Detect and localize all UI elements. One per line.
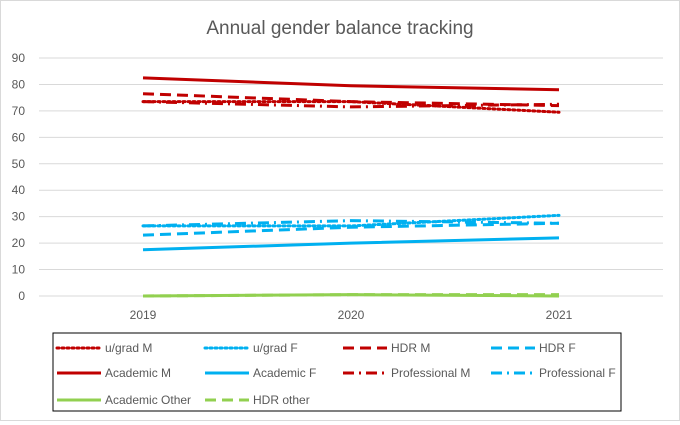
legend-label-6: Professional M [391, 366, 470, 380]
y-tick-label: 70 [12, 104, 26, 118]
chart-title: Annual gender balance tracking [206, 18, 473, 39]
y-tick-label: 40 [12, 183, 26, 197]
y-tick-label: 50 [12, 157, 26, 171]
y-tick-label: 80 [12, 77, 26, 91]
y-axis-ticks: 0 10 20 30 40 50 60 70 80 90 [12, 51, 26, 303]
x-tick-label: 2021 [546, 308, 573, 322]
series-line-9 [142, 293, 559, 298]
legend: u/grad M u/grad F HDR M HDR F Academic M Acad… [52, 332, 622, 412]
legend-label-4: Academic M [105, 366, 171, 380]
series-line-3 [142, 221, 560, 237]
series-line-5 [142, 236, 560, 252]
series-line-7 [142, 219, 560, 228]
series-lines [141, 76, 561, 298]
y-tick-label: 60 [12, 130, 26, 144]
x-tick-label: 2020 [338, 308, 365, 322]
series-line-4 [142, 76, 560, 92]
legend-label-5: Academic F [253, 366, 316, 380]
legend-label-7: Professional F [539, 366, 616, 380]
legend-label-2: HDR M [391, 341, 430, 355]
legend-label-9: HDR other [253, 393, 310, 407]
legend-box [52, 332, 622, 412]
x-tick-label: 2019 [130, 308, 157, 322]
legend-label-0: u/grad M [105, 341, 152, 355]
y-tick-label: 90 [12, 51, 26, 65]
y-tick-label: 0 [18, 289, 25, 303]
series-line-6 [142, 100, 560, 109]
y-tick-label: 20 [12, 236, 26, 250]
gridlines [39, 57, 663, 297]
legend-label-8: Academic Other [105, 393, 191, 407]
x-axis-ticks: 2019 2020 2021 [130, 308, 573, 322]
legend-label-1: u/grad F [253, 341, 298, 355]
y-tick-label: 10 [12, 263, 26, 277]
y-tick-label: 30 [12, 210, 26, 224]
legend-label-3: HDR F [539, 341, 576, 355]
